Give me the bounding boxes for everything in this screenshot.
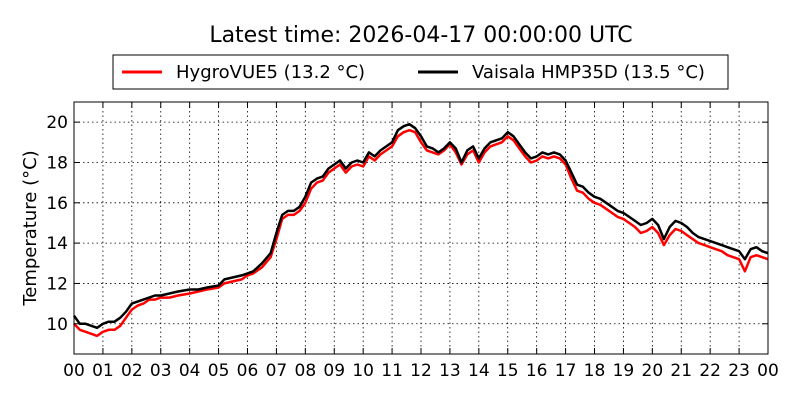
x-tick-label-24: 00	[757, 361, 779, 381]
x-tick-labels: 00 01 02 03 04 05 06 07 08 09 10 11 12 13 14 15 16 17 18 19…	[63, 361, 779, 381]
x-tick-label-16: 16	[526, 361, 548, 381]
x-tick-label-21: 21	[670, 361, 692, 381]
x-tick-label-5: 05	[208, 361, 230, 381]
y-axis-label: Temperature (°C)	[20, 150, 41, 306]
x-tick-label-3: 03	[150, 361, 172, 381]
y-tick-label-16: 16	[46, 194, 68, 214]
x-tick-label-4: 04	[179, 361, 201, 381]
y-tick-labels: 10 12 14 16 18 20	[46, 113, 68, 335]
y-tick-label-12: 12	[46, 274, 68, 294]
x-tick-label-18: 18	[584, 361, 606, 381]
x-tick-label-14: 14	[468, 361, 490, 381]
x-tick-label-7: 07	[266, 361, 288, 381]
x-tick-label-23: 23	[728, 361, 750, 381]
x-tick-label-8: 08	[295, 361, 317, 381]
x-tick-label-1: 01	[92, 361, 114, 381]
x-tick-label-13: 13	[439, 361, 461, 381]
legend-label-vaisala: Vaisala HMP35D (13.5 °C)	[472, 62, 705, 83]
x-tick-label-0: 00	[63, 361, 85, 381]
series-line-hygrovue5	[73, 128, 769, 338]
chart-title: Latest time: 2026-04-17 00:00:00 UTC	[209, 23, 632, 48]
x-tick-label-2: 02	[121, 361, 143, 381]
y-tick-label-14: 14	[46, 234, 68, 254]
x-tick-label-22: 22	[699, 361, 721, 381]
grid	[74, 102, 768, 354]
x-tick-label-17: 17	[555, 361, 577, 381]
y-tick-label-18: 18	[46, 153, 68, 173]
x-tick-label-10: 10	[352, 361, 374, 381]
x-tick-label-9: 09	[323, 361, 345, 381]
x-tick-label-6: 06	[237, 361, 259, 381]
series-lines	[72, 122, 769, 338]
ticks	[73, 102, 769, 354]
x-tick-label-11: 11	[381, 361, 403, 381]
legend-label-hygrovue5: HygroVUE5 (13.2 °C)	[176, 62, 365, 83]
x-tick-label-20: 20	[642, 361, 664, 381]
x-tick-label-12: 12	[410, 361, 432, 381]
y-tick-label-10: 10	[46, 315, 68, 335]
series-line-vaisala	[72, 122, 769, 330]
legend: HygroVUE5 (13.2 °C) Vaisala HMP35D (13.5…	[112, 54, 729, 90]
y-tick-label-20: 20	[46, 113, 68, 133]
x-tick-label-19: 19	[613, 361, 635, 381]
x-tick-label-15: 15	[497, 361, 519, 381]
